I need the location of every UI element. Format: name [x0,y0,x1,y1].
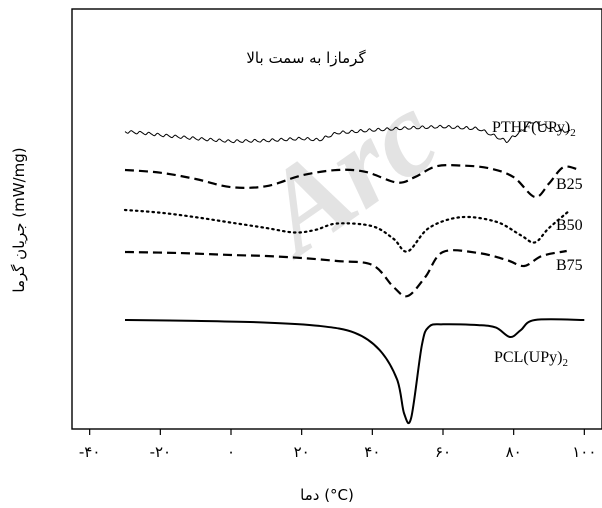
series-label-pthf-upy-: PTHF(UPy)2 [492,119,576,139]
series-line-b75 [124,249,567,298]
x-tick-label-1: -۲۰ [150,443,172,461]
x-tick-label-3: ۲۰ [294,443,310,461]
x-axis-label: دما (°C) [300,486,354,504]
x-tick-label-5: ۶۰ [435,443,451,461]
x-tick-layer: -۴۰ -۲۰ ۰ ۲۰ ۴۰ ۶۰ ۸۰ ۱۰۰ [79,429,596,461]
series-label-pcl-upy-: PCL(UPy)2 [494,349,568,369]
series-label-b50: B50 [556,217,583,234]
series-layer: PTHF(UPy)2 B25 B50 B75 PCL(UPy)2 [123,119,585,425]
series-label-b75: B75 [556,257,583,274]
exotherm-annotation: گرمازا به سمت بالا [246,49,366,67]
series-line-pcl-upy- [124,318,585,425]
y-axis-label: جریان گرما (mW/mg) [10,147,28,292]
x-tick-label-4: ۴۰ [364,443,380,461]
series-line-b50 [123,208,572,253]
x-tick-label-2: ۰ [227,443,235,461]
plot-frame [71,8,602,430]
x-tick-label-7: ۱۰۰ [572,443,596,461]
x-tick-label-6: ۸۰ [506,443,522,461]
series-line-b25 [124,164,578,199]
series-label-b25: B25 [556,176,583,193]
series-line-pthf-upy- [124,121,571,144]
x-tick-label-0: -۴۰ [79,443,101,461]
watermark: Arc [231,66,460,282]
